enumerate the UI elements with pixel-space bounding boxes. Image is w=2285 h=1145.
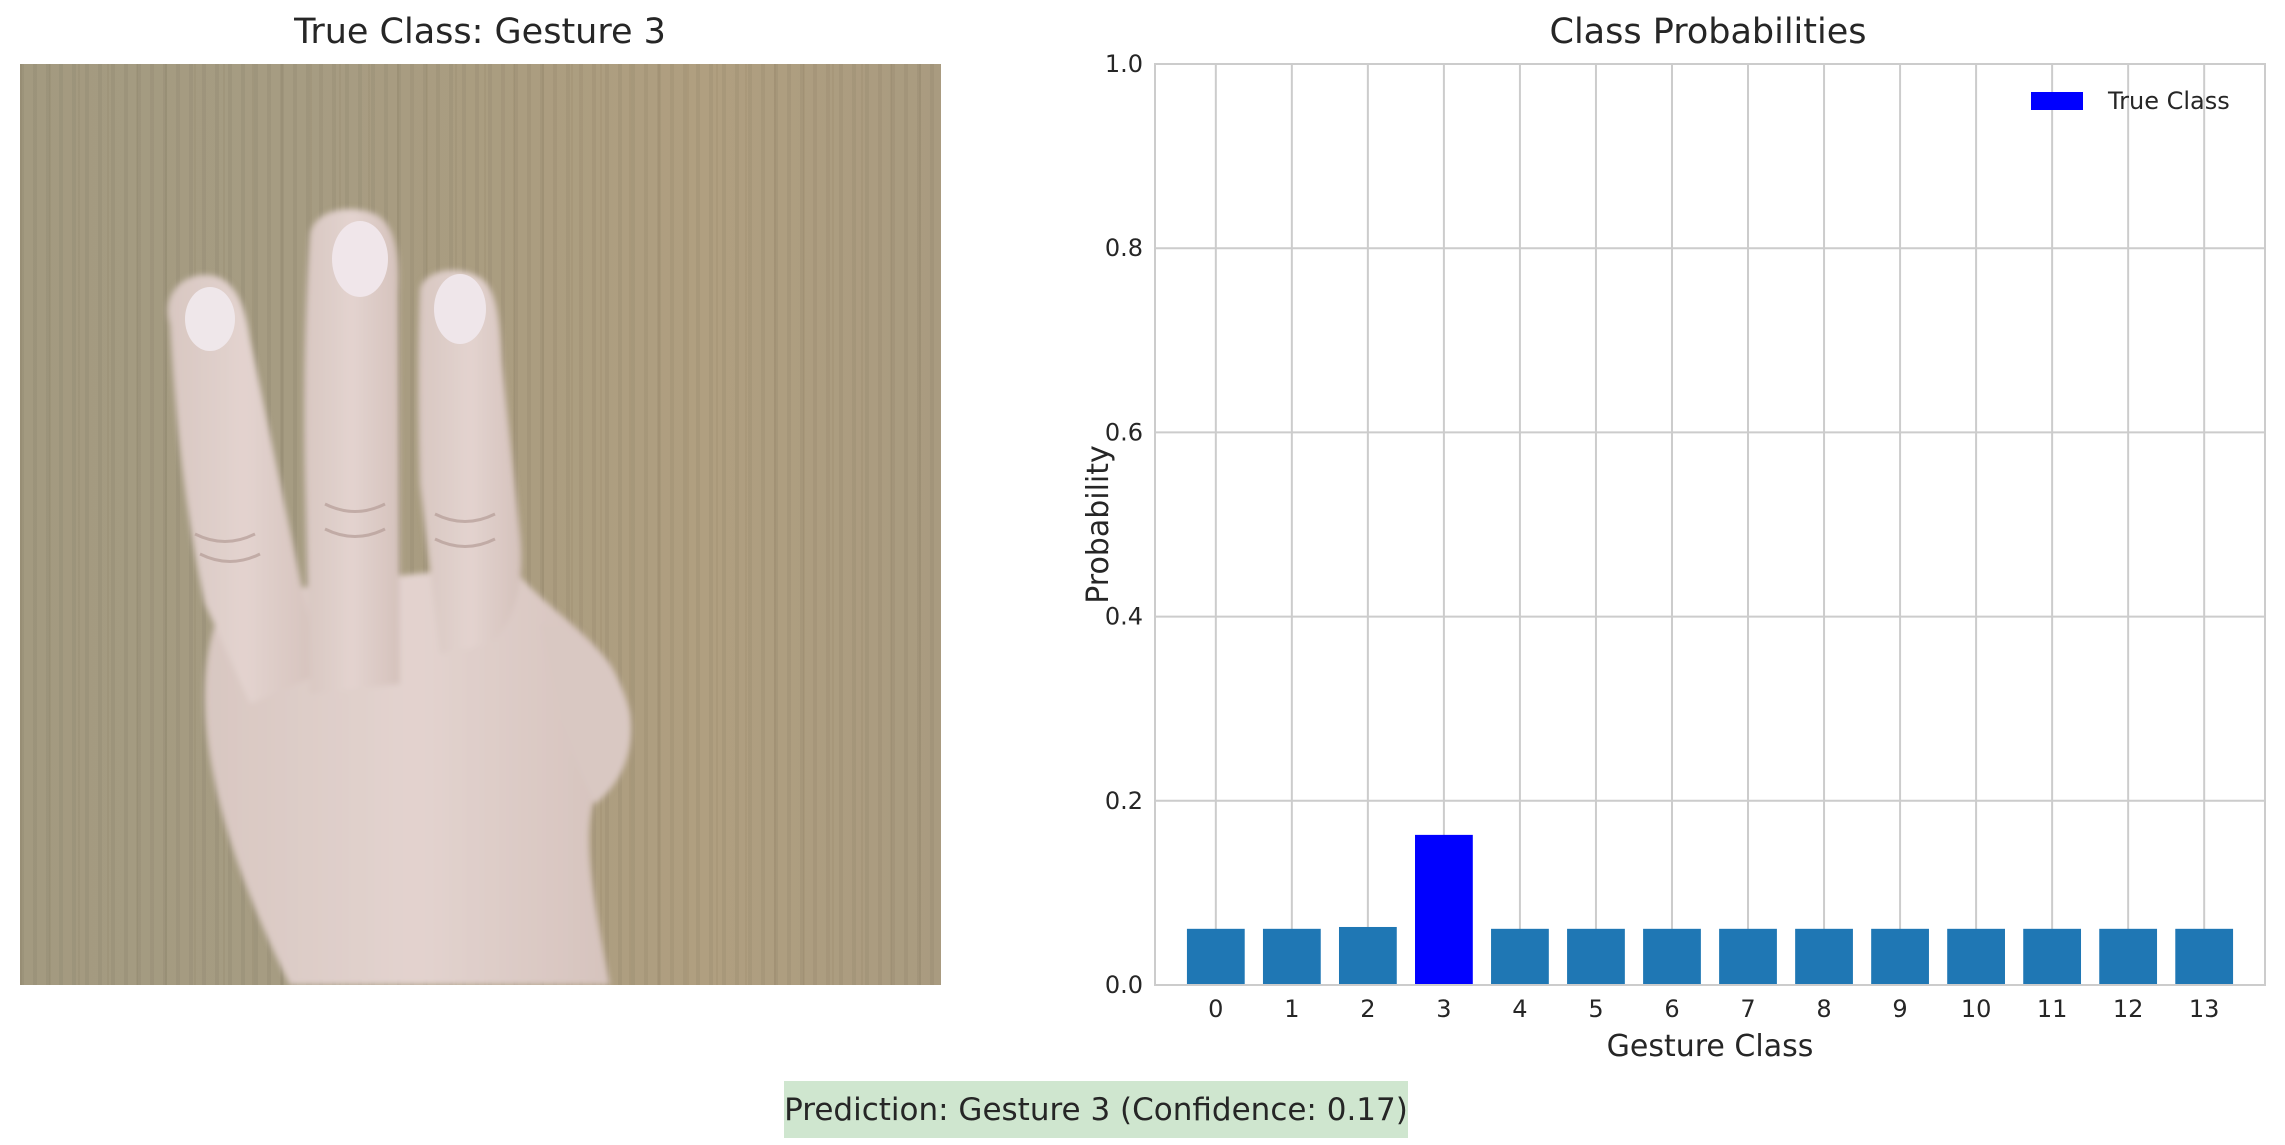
x-tick-label: 1 bbox=[1284, 995, 1299, 1023]
x-tick-label: 0 bbox=[1208, 995, 1223, 1023]
bar-gesture-11 bbox=[2023, 928, 2082, 985]
chart-bars bbox=[1186, 834, 2234, 985]
legend-swatch-true-class bbox=[2031, 92, 2083, 110]
nail-shape bbox=[185, 287, 235, 351]
bar-gesture-12 bbox=[2099, 928, 2158, 985]
x-tick-label: 7 bbox=[1740, 995, 1755, 1023]
y-tick-label: 1.0 bbox=[1105, 50, 1143, 78]
y-tick-label: 0.2 bbox=[1105, 787, 1143, 815]
chart-legend: True Class bbox=[2031, 87, 2230, 115]
y-tick-label: 0.6 bbox=[1105, 418, 1143, 446]
chart-grid bbox=[1155, 63, 2265, 986]
gesture-photo bbox=[20, 64, 941, 985]
x-tick-label: 9 bbox=[1892, 995, 1907, 1023]
bar-gesture-0 bbox=[1186, 928, 1245, 985]
bar-gesture-6 bbox=[1643, 928, 1701, 985]
y-tick-label: 0.8 bbox=[1105, 234, 1143, 262]
plot-frame bbox=[1154, 63, 2266, 986]
bar-gesture-4 bbox=[1491, 928, 1549, 985]
x-tick-label: 8 bbox=[1816, 995, 1831, 1023]
x-tick-label: 12 bbox=[2113, 995, 2144, 1023]
bar-gesture-2 bbox=[1338, 926, 1397, 985]
x-tick-label: 2 bbox=[1360, 995, 1375, 1023]
image-panel-title: True Class: Gesture 3 bbox=[294, 12, 666, 52]
x-tick-label: 13 bbox=[2189, 995, 2220, 1023]
chart-title: Class Probabilities bbox=[1549, 12, 1867, 52]
x-tick-label: 6 bbox=[1664, 995, 1679, 1023]
legend-label-true-class: True Class bbox=[2107, 87, 2230, 115]
bar-gesture-1 bbox=[1262, 928, 1321, 985]
x-tick-label: 4 bbox=[1512, 995, 1527, 1023]
prediction-text: Prediction: Gesture 3 (Confidence: 0.17) bbox=[784, 1091, 1408, 1128]
x-tick-label: 10 bbox=[1961, 995, 1992, 1023]
y-axis-label: Probability bbox=[1081, 445, 1116, 604]
nail-shape bbox=[332, 221, 388, 297]
x-tick-label: 5 bbox=[1588, 995, 1603, 1023]
prediction-box: Prediction: Gesture 3 (Confidence: 0.17) bbox=[784, 1081, 1408, 1138]
bar-gesture-13 bbox=[2175, 928, 2234, 985]
x-tick-label: 11 bbox=[2037, 995, 2068, 1023]
y-tick-label: 0.4 bbox=[1105, 603, 1143, 631]
bar-gesture-3 bbox=[1415, 834, 1473, 985]
bar-gesture-10 bbox=[1947, 928, 2005, 985]
bar-gesture-9 bbox=[1871, 928, 1929, 985]
y-tick-label: 0.0 bbox=[1105, 971, 1143, 999]
x-axis-label: Gesture Class bbox=[1607, 1029, 1814, 1064]
chart-ticks: 0.00.20.40.60.81.00 1 2 3 4 5 6 7 8 9 10 11 12 13 bbox=[1105, 50, 2220, 1023]
nail-shape bbox=[434, 274, 486, 344]
hand-illustration bbox=[167, 209, 631, 985]
bar-gesture-7 bbox=[1719, 928, 1777, 985]
bar-gesture-8 bbox=[1795, 928, 1853, 985]
bar-gesture-5 bbox=[1567, 928, 1625, 985]
x-tick-label: 3 bbox=[1436, 995, 1451, 1023]
